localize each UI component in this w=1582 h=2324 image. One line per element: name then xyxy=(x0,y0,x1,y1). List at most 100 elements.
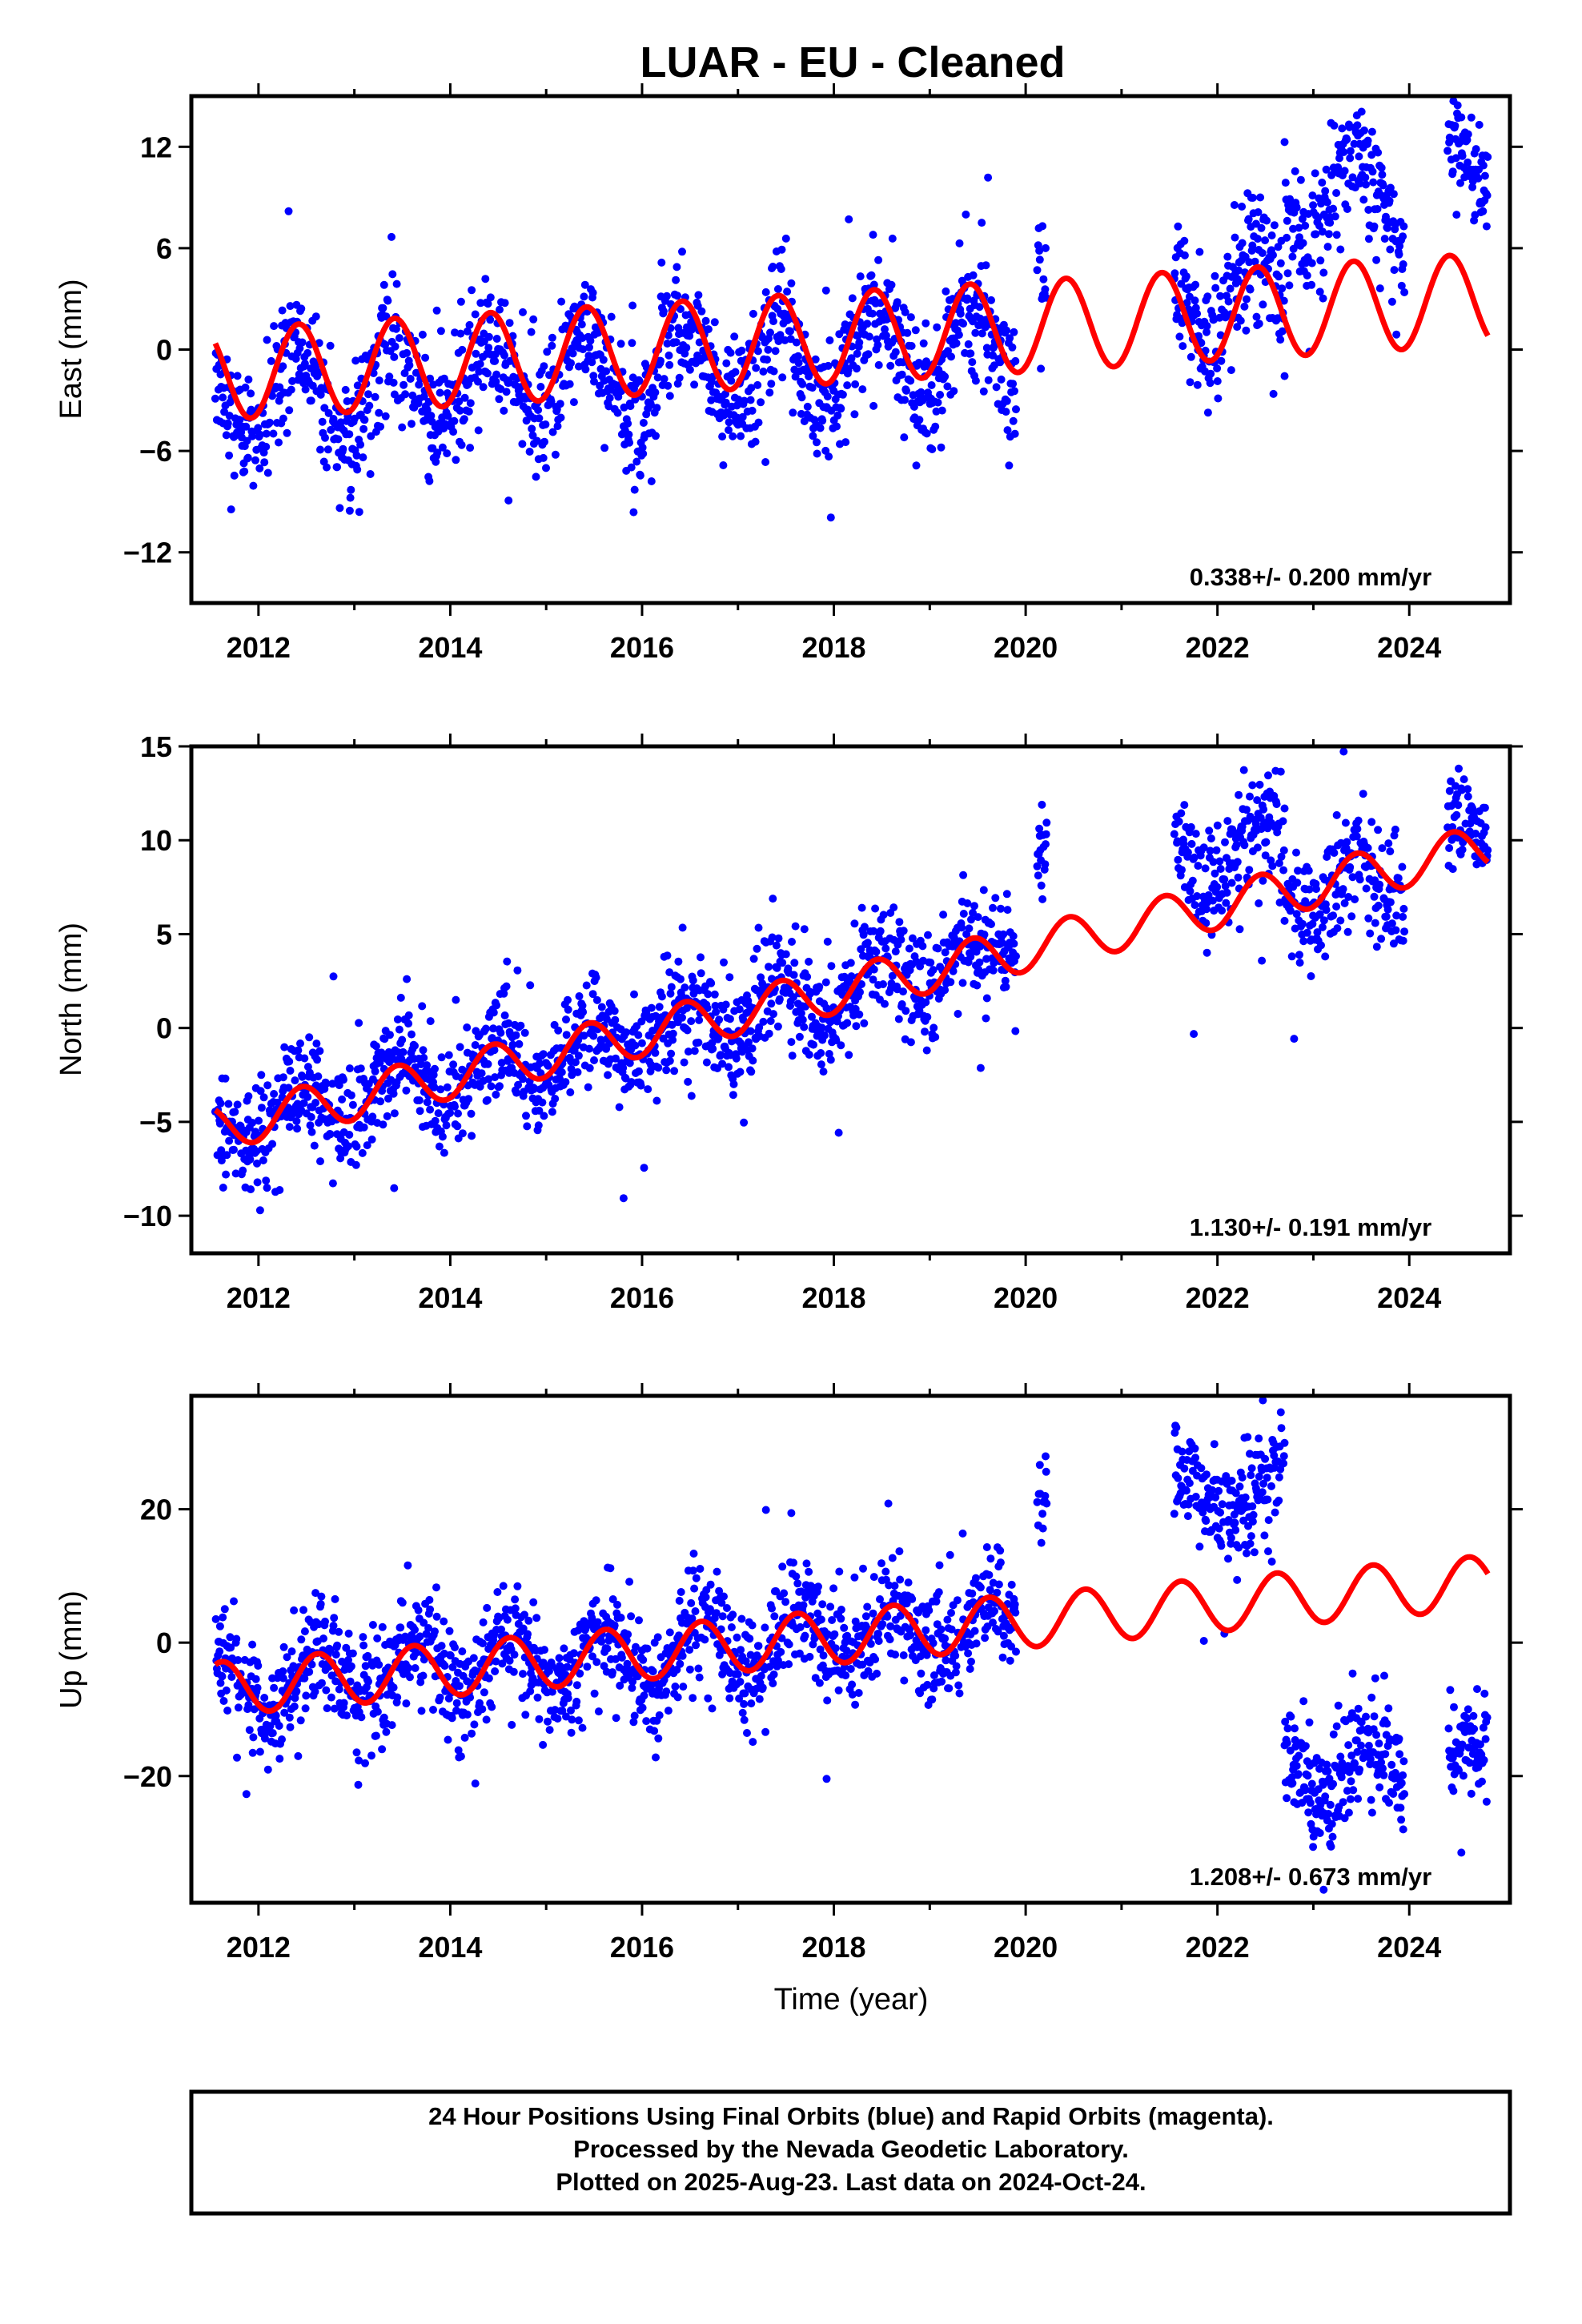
up-data-point xyxy=(801,1631,809,1640)
north-xtick-label: 2020 xyxy=(994,1281,1058,1314)
east-data-point xyxy=(1315,221,1323,230)
east-data-point xyxy=(613,408,622,417)
up-data-point xyxy=(740,1699,749,1708)
up-data-point xyxy=(354,1780,363,1789)
up-data-point xyxy=(544,1717,552,1726)
north-data-point xyxy=(627,1078,636,1087)
up-data-point xyxy=(757,1671,765,1680)
north-ytick-label: 0 xyxy=(156,1012,172,1045)
north-data-point xyxy=(889,903,898,912)
east-data-point xyxy=(1359,195,1368,204)
north-data-point xyxy=(1445,844,1454,852)
up-data-point xyxy=(426,1605,435,1614)
north-data-point xyxy=(681,983,689,992)
up-data-point xyxy=(411,1664,420,1672)
east-data-point xyxy=(403,348,412,357)
north-data-point xyxy=(1346,862,1355,871)
east-data-point xyxy=(858,385,867,394)
up-data-point xyxy=(379,1713,388,1722)
north-frame xyxy=(189,744,1512,1256)
up-data-point xyxy=(848,1691,857,1699)
up-data-point xyxy=(628,1677,637,1686)
north-data-point xyxy=(720,958,728,967)
up-data-point xyxy=(401,1632,410,1641)
up-data-point xyxy=(869,1573,878,1582)
north-data-point xyxy=(1208,896,1217,905)
east-data-point xyxy=(1275,272,1283,281)
north-data-point xyxy=(946,978,955,987)
north-data-point xyxy=(1375,880,1384,889)
north-data-point xyxy=(800,1023,809,1031)
up-data-point xyxy=(930,1671,938,1679)
north-data-point xyxy=(1399,936,1407,945)
up-data-point xyxy=(469,1654,478,1663)
north-data-point xyxy=(1305,885,1314,894)
east-data-point xyxy=(1182,272,1191,281)
up-data-point xyxy=(780,1589,789,1598)
east-data-point xyxy=(1245,258,1254,267)
north-data-point xyxy=(557,1068,566,1076)
east-data-point xyxy=(327,425,335,434)
east-data-point xyxy=(1364,235,1373,243)
up-data-point xyxy=(505,1656,514,1665)
north-data-point xyxy=(1203,948,1211,957)
up-data-point xyxy=(947,1609,955,1617)
up-data-point xyxy=(359,1641,368,1650)
north-data-point xyxy=(975,958,984,967)
east-data-point xyxy=(1479,207,1488,215)
north-data-point xyxy=(389,1089,398,1098)
up-data-point xyxy=(678,1651,687,1660)
up-data-point xyxy=(917,1669,926,1678)
up-data-point xyxy=(895,1547,904,1556)
east-data-point xyxy=(241,383,250,392)
up-data-point xyxy=(861,1612,870,1621)
north-data-point xyxy=(539,1050,548,1059)
east-data-point xyxy=(1267,231,1276,239)
north-data-point xyxy=(690,1047,699,1055)
up-data-point xyxy=(253,1683,262,1692)
north-data-point xyxy=(1294,866,1302,875)
east-data-point xyxy=(672,275,681,284)
north-data-point xyxy=(963,899,972,907)
east-data-point xyxy=(809,432,817,440)
up-data-point xyxy=(425,1595,434,1604)
up-data-point xyxy=(234,1703,243,1712)
east-data-point xyxy=(616,340,625,348)
east-data-point xyxy=(303,348,312,357)
east-data-point xyxy=(223,419,232,428)
up-data-point xyxy=(946,1550,954,1559)
north-data-point xyxy=(778,959,787,967)
east-data-point xyxy=(577,320,586,329)
up-data-point xyxy=(850,1573,859,1582)
east-data-point xyxy=(838,390,847,399)
north-data-point xyxy=(987,920,995,928)
east-data-point xyxy=(1285,281,1294,290)
up-data-point xyxy=(747,1699,756,1708)
north-data-point xyxy=(1292,848,1300,857)
up-data-point xyxy=(588,1614,596,1622)
east-data-point xyxy=(753,347,762,356)
east-data-point xyxy=(1191,280,1200,289)
north-data-point xyxy=(678,1013,686,1022)
north-data-point xyxy=(695,1015,704,1024)
north-data-point xyxy=(259,1156,267,1164)
north-data-point xyxy=(359,1123,368,1132)
up-data-point xyxy=(222,1686,231,1695)
up-data-point xyxy=(890,1582,899,1590)
up-data-point xyxy=(230,1597,238,1606)
north-data-point xyxy=(316,1157,324,1166)
north-data-point xyxy=(286,1067,295,1075)
up-data-point xyxy=(322,1686,331,1695)
north-data-point xyxy=(729,1091,737,1100)
east-data-point xyxy=(1215,313,1224,322)
east-data-point xyxy=(1395,250,1403,259)
north-data-point xyxy=(710,990,719,999)
up-data-point xyxy=(854,1689,863,1697)
east-data-point xyxy=(833,422,841,431)
east-data-point xyxy=(1482,222,1491,231)
east-data-point xyxy=(887,280,896,289)
east-data-point xyxy=(672,338,681,347)
east-data-point xyxy=(326,341,335,350)
north-data-point xyxy=(1292,910,1301,919)
